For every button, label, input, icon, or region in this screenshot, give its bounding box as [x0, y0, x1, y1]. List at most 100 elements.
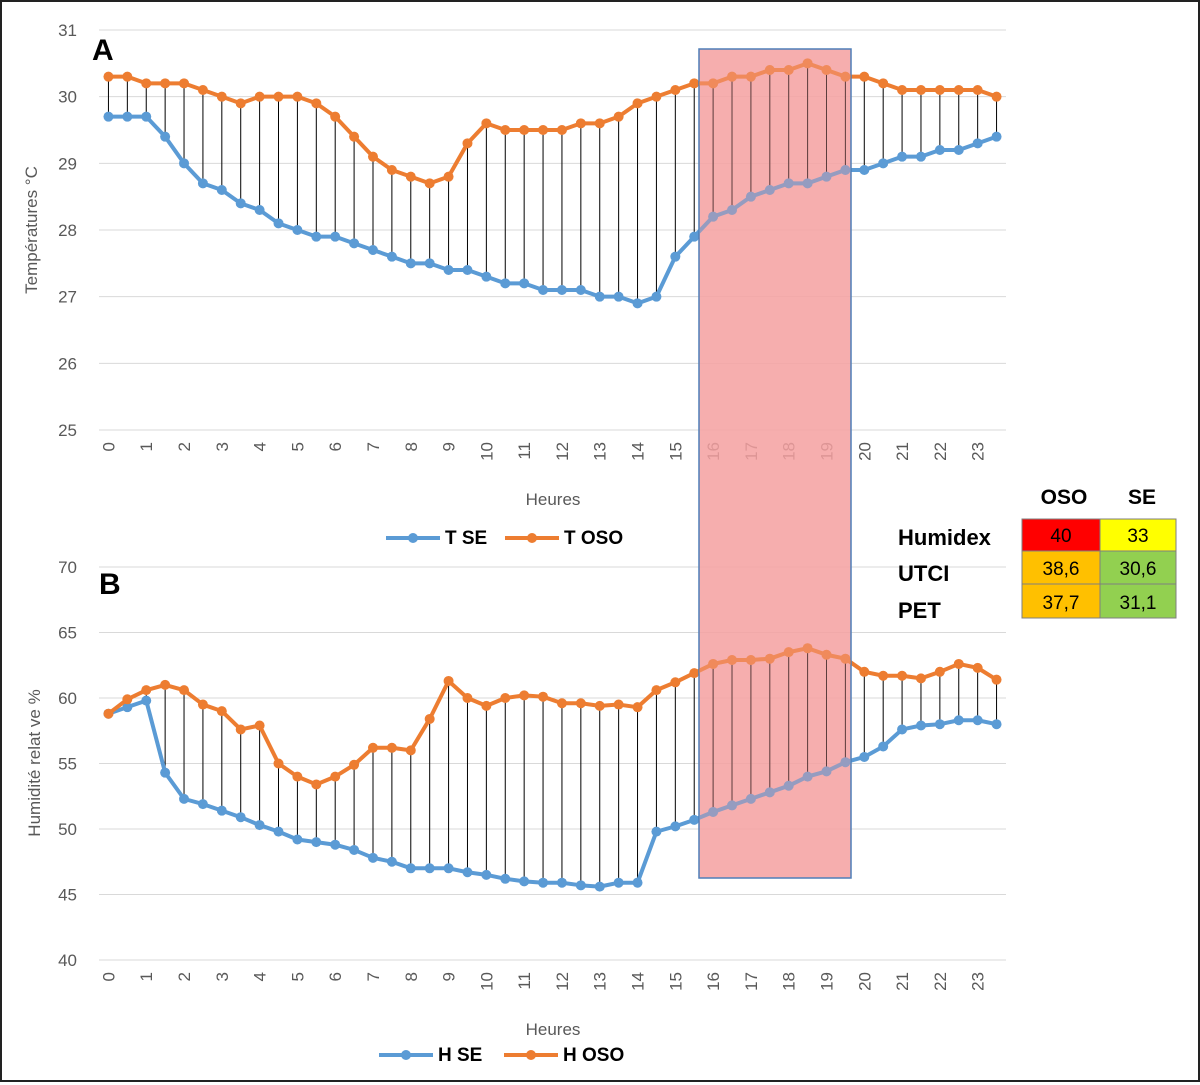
data-point-h-oso	[519, 690, 530, 701]
data-point-t-oso	[235, 98, 246, 109]
chart-b-drop-lines	[126, 648, 998, 887]
data-point-t-se	[330, 231, 341, 242]
x-tick-label: 9	[440, 972, 459, 981]
x-tick-label: 23	[969, 972, 988, 991]
data-point-h-oso	[859, 666, 870, 677]
x-tick-label: 22	[931, 442, 950, 461]
x-tick-label: 18	[780, 972, 799, 991]
table-header-se: SE	[1128, 486, 1156, 509]
series-line-t-se	[699, 168, 851, 235]
data-point-t-se	[708, 211, 719, 222]
data-point-h-se	[141, 695, 152, 706]
data-point-t-se	[462, 265, 473, 275]
data-point-t-oso	[254, 91, 265, 102]
data-point-h-oso	[689, 668, 700, 679]
overlay-copy	[712, 648, 846, 812]
data-point-h-oso	[443, 675, 454, 686]
data-point-h-se	[613, 877, 624, 888]
data-point-h-se	[651, 826, 662, 837]
x-tick-label: 13	[591, 442, 610, 461]
data-point-h-oso	[575, 698, 586, 709]
y-tick-label: 60	[58, 689, 77, 708]
y-tick-label: 55	[58, 755, 77, 774]
data-point-t-oso	[670, 85, 681, 95]
data-point-h-se	[708, 806, 719, 817]
x-tick-label: 11	[515, 972, 534, 990]
data-point-h-oso	[897, 670, 908, 681]
data-point-h-oso	[878, 670, 889, 681]
data-point-h-oso	[481, 700, 492, 711]
x-tick-label: 3	[213, 972, 232, 981]
data-point-h-oso	[651, 685, 662, 696]
data-point-h-se	[556, 877, 567, 888]
data-point-t-se	[802, 178, 813, 189]
data-point-h-oso	[613, 699, 624, 710]
legend-label-t-oso: T OSO	[564, 528, 623, 549]
chart-b-legend: H SE H OSO	[379, 1045, 624, 1066]
data-point-h-se	[972, 715, 983, 726]
data-point-t-oso	[840, 71, 851, 82]
table-cell-pet-se-bg	[1099, 583, 1177, 619]
data-point-h-oso	[254, 720, 265, 731]
data-point-h-se	[934, 719, 945, 730]
data-point-h-oso	[538, 691, 549, 702]
data-point-t-oso	[103, 71, 114, 82]
data-point-h-oso	[991, 674, 1002, 685]
data-point-h-oso	[802, 643, 813, 654]
x-tick-label: 21	[893, 442, 912, 461]
x-tick-label: 23	[969, 442, 988, 461]
data-point-t-se	[764, 185, 775, 195]
data-point-t-se	[141, 111, 152, 122]
legend-marker-dot-h-oso	[526, 1050, 536, 1060]
data-point-t-se	[613, 291, 624, 302]
legend-marker-dot-t-se	[408, 533, 418, 543]
data-point-t-se	[651, 291, 662, 302]
data-point-t-se	[859, 165, 870, 175]
data-point-t-se	[953, 145, 964, 155]
data-point-h-se	[745, 793, 756, 804]
data-point-t-oso	[311, 98, 322, 109]
overlay-copy	[699, 58, 851, 239]
data-point-h-oso	[699, 671, 700, 675]
data-point-t-se	[745, 191, 756, 202]
data-point-t-se	[538, 285, 549, 295]
data-point-t-se	[235, 198, 246, 209]
y-tick-label: 40	[58, 951, 77, 970]
data-point-h-se	[802, 771, 813, 782]
data-point-h-oso	[103, 708, 114, 719]
x-tick-label: 19	[817, 972, 836, 991]
x-tick-label: 10	[477, 972, 496, 991]
table-cell-humidex-oso-bg	[1021, 518, 1101, 552]
data-point-h-se	[538, 877, 549, 888]
data-point-t-se	[991, 131, 1002, 142]
data-point-h-se	[349, 844, 360, 855]
data-point-h-oso	[179, 685, 190, 696]
overlay-copy	[699, 643, 851, 822]
chart-b-gridlines	[99, 566, 1006, 961]
x-tick-label: 21	[893, 972, 912, 991]
legend-label-t-se: T SE	[445, 528, 487, 549]
x-tick-label: 1	[137, 442, 156, 451]
data-point-t-oso	[878, 78, 889, 89]
data-point-t-oso	[699, 81, 700, 85]
data-point-t-oso	[651, 91, 662, 102]
chart-a-y-tick-labels: 25 26 27 28 29 30 31	[58, 21, 77, 440]
data-point-h-oso	[708, 658, 719, 669]
data-point-h-oso	[934, 666, 945, 677]
y-tick-label: 50	[58, 820, 77, 839]
data-point-h-oso	[972, 662, 983, 673]
data-point-t-oso	[481, 118, 492, 129]
chart-a-series	[103, 58, 1002, 309]
y-tick-label: 28	[58, 221, 77, 240]
x-tick-label: 20	[855, 972, 874, 991]
table-cell-humidex-se: 33	[1127, 526, 1148, 547]
data-point-t-se	[670, 251, 681, 262]
chart-b-series	[103, 643, 1002, 892]
data-point-t-oso	[802, 58, 813, 69]
data-point-t-oso	[727, 71, 738, 82]
chart-b-x-axis-title: Heures	[526, 1020, 581, 1039]
data-point-t-oso	[632, 98, 643, 109]
table-cell-utci-se: 30,6	[1120, 559, 1157, 580]
